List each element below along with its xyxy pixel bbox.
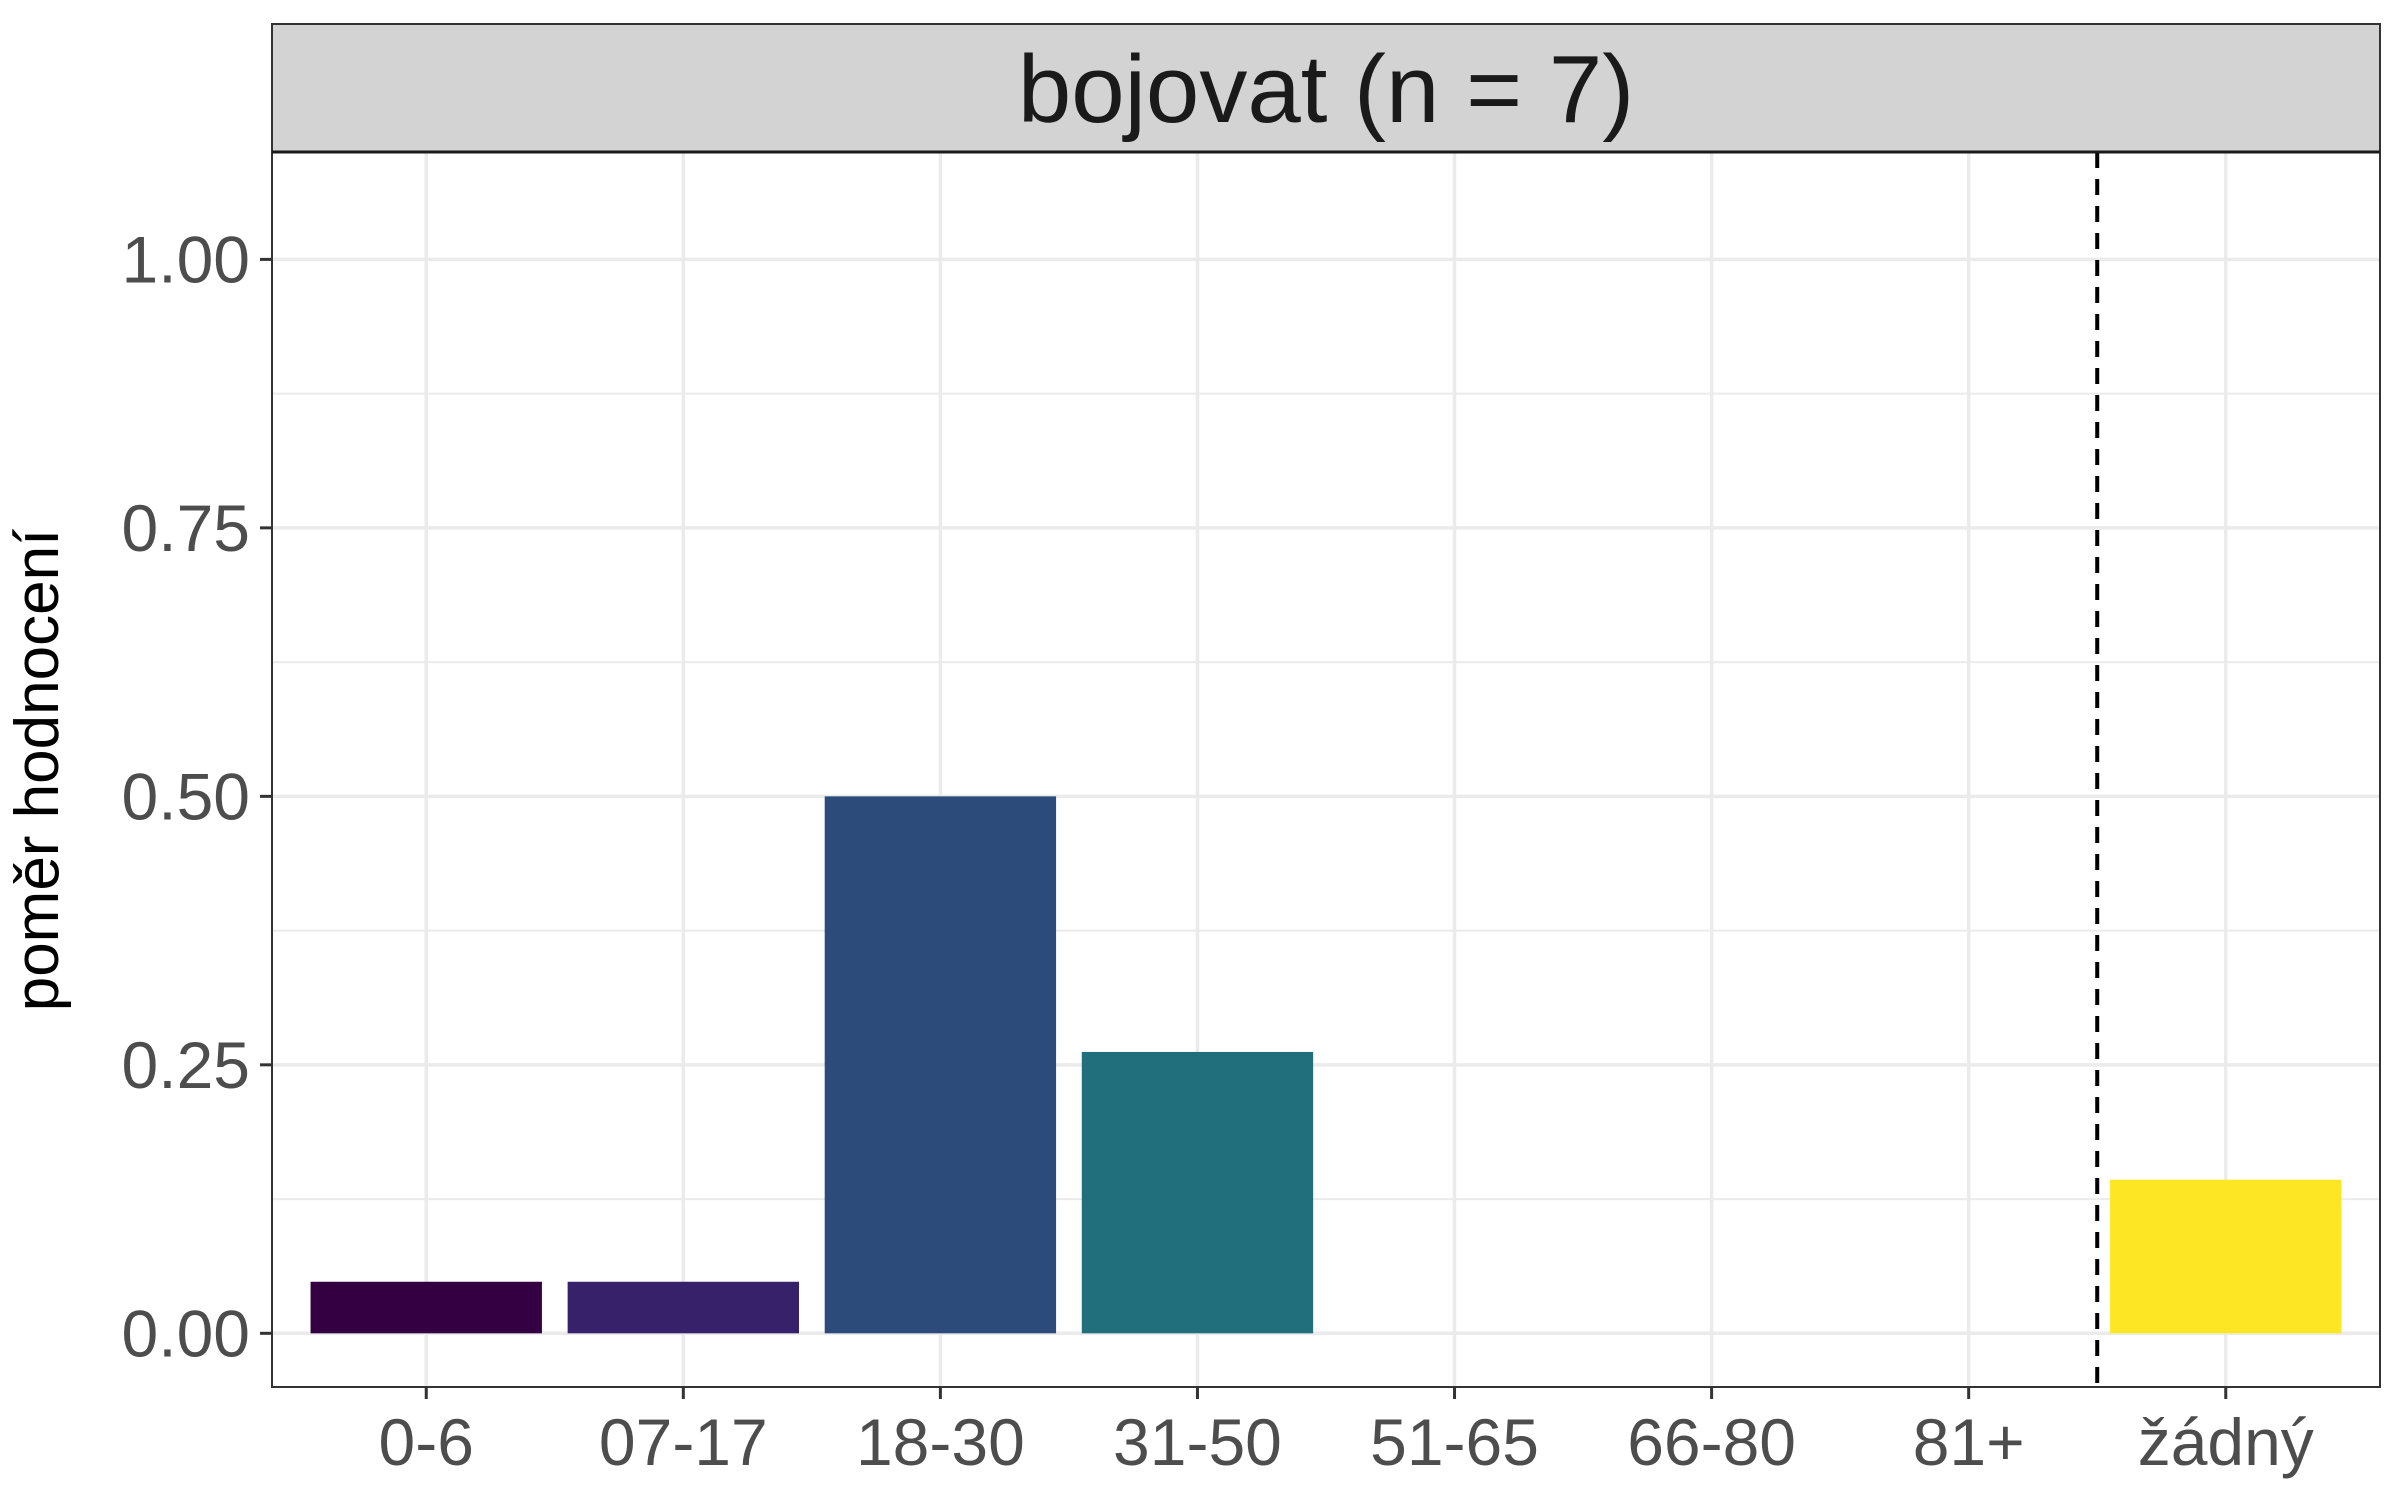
- grid-minor: [272, 392, 2380, 1201]
- x-tick-label: 0-6: [379, 1405, 474, 1479]
- x-tick-label: 66-80: [1627, 1405, 1796, 1479]
- bar: [567, 1281, 799, 1334]
- x-tick-label: 31-50: [1113, 1405, 1282, 1479]
- bar: [310, 1281, 542, 1334]
- y-axis: 0.00 0.25 0.50 0.75 1.00: [122, 222, 272, 1370]
- y-tick-label: 0.50: [122, 759, 250, 833]
- y-tick-label: 0.25: [122, 1028, 250, 1102]
- x-tick-label: 18-30: [856, 1405, 1025, 1479]
- bar: [824, 796, 1057, 1334]
- x-axis: 0-6 07-17 18-30 31-50 51-65 66-80 81+ žádný: [379, 1387, 2314, 1479]
- bar: [1081, 1051, 1314, 1334]
- x-tick-label: 07-17: [599, 1405, 768, 1479]
- bar: [2110, 1179, 2342, 1334]
- y-axis-title: poměr hodnocení: [3, 529, 72, 1012]
- y-tick-label: 0.75: [122, 491, 250, 565]
- y-tick-label: 0.00: [122, 1296, 250, 1370]
- plot-background: [272, 152, 2380, 1387]
- bars: [310, 796, 2342, 1334]
- x-tick-label: 51-65: [1370, 1405, 1539, 1479]
- y-tick-label: 1.00: [122, 222, 250, 296]
- x-tick-label: žádný: [2138, 1405, 2314, 1479]
- x-tick-label: 81+: [1913, 1405, 2025, 1479]
- chart-title: bojovat (n = 7): [1018, 36, 1634, 143]
